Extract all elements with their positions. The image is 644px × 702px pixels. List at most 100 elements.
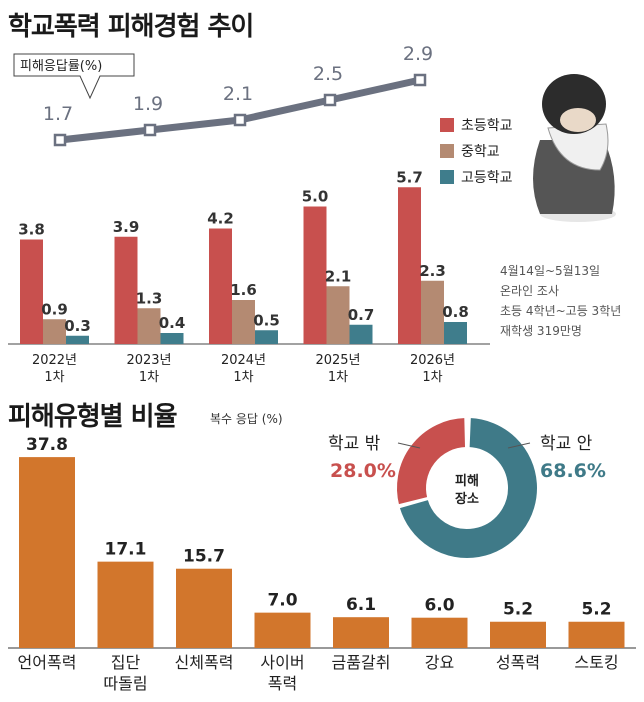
donut-leader-inside [507,442,531,449]
donut-center-label: 장소 [455,491,479,507]
trend-bar-label: 5.7 [396,168,423,186]
response-rate-label: 2.5 [313,63,343,85]
child-illustration [533,74,616,222]
trend-bar [160,333,184,344]
type-category-label: 집단 [111,653,141,672]
type-category-label: 사이버 [260,653,304,672]
trend-category-label: 2024년 [221,353,266,368]
legend-label-elementary: 초등학교 [461,118,513,134]
child-hands [560,108,596,132]
type-bar [254,612,311,648]
line-label-callout [13,53,135,100]
trend-bar-label: 0.7 [348,306,375,324]
trend-bar [232,300,255,344]
type-category-label: 강요 [425,653,454,672]
type-category-label: 따돌림 [103,674,147,693]
trend-bar [398,187,421,344]
type-category-label: 언어폭력 [18,653,77,672]
donut-slice-outside [395,415,468,507]
trend-category-label: 2022년 [32,353,77,368]
response-rate-point [323,93,337,107]
trend-bar [20,239,43,344]
type-bar [19,457,75,648]
type-bar-label: 7.0 [267,591,297,611]
type-bar-label: 6.1 [346,595,376,615]
survey-note: 4월14일~5월13일 온라인 조사 초등 4학년~고등 3학년 재학생 319… [500,261,621,341]
trend-category-label: 1차 [233,370,253,385]
trend-bar-label: 1.3 [136,289,163,307]
type-bar [97,561,154,648]
trend-bar [444,322,467,344]
response-rate-point [413,73,427,87]
line-label: 피해응답률(%) [20,59,102,74]
trend-category-label: 2023년 [126,353,171,368]
trend-category-label: 1차 [422,370,442,385]
trend-bar [66,335,89,344]
response-rate-label: 2.1 [223,83,253,105]
type-bar [333,617,389,648]
trend-bar-label: 0.8 [442,303,469,321]
donut-value-inside: 68.6% [540,460,606,482]
donut-value-outside: 28.0% [330,460,396,482]
type-bar-label: 17.1 [105,540,147,560]
donut-label-inside: 학교 안 [540,434,593,454]
trend-bar [137,308,161,344]
trend-bar [43,319,66,344]
type-bar-label: 6.0 [424,596,454,616]
donut-center-label: 피해 [455,473,479,489]
legend-swatch-elementary [440,118,454,132]
legend-swatch-middle [440,144,454,158]
legend-item-middle: 중학교 [440,138,513,164]
legend-item-high: 고등학교 [440,164,513,190]
legend-label-high: 고등학교 [461,170,513,186]
trend-category-label: 2026년 [410,353,455,368]
type-category-label: 금품갈취 [332,653,391,672]
trend-bar-label: 0.4 [159,314,186,332]
trend-chart: 3.8 0.90.3 2022년 1차 3.9 1.3 0.4 2023년 1차 4.2 1.6 0.… [8,43,616,385]
trend-bar-label: 2.1 [325,267,352,285]
legend-swatch-high [440,170,454,184]
trend-bar-label: 0.3 [64,317,91,335]
trend-category-label: 1차 [139,370,159,385]
trend-bar [349,324,373,344]
response-rate-point [53,133,67,147]
trend-category-label: 2025년 [315,353,360,368]
legend-label-middle: 중학교 [461,144,500,160]
type-bar-label: 5.2 [503,600,533,620]
trend-bar [303,206,327,344]
donut-slice-inside [397,416,539,560]
type-bar [568,621,625,648]
trend-bar [209,228,232,344]
type-bar-label: 5.2 [581,600,611,620]
trend-bar-label: 0.5 [253,311,280,329]
type-bar [490,621,546,648]
donut-leader-outside [397,442,421,449]
type-bar [176,568,232,648]
response-rate-label: 1.7 [43,103,73,125]
type-category-label: 스토킹 [574,653,618,672]
trend-bar-label: 3.9 [113,218,140,236]
trend-bar-label: 1.6 [230,281,257,299]
trend-bar [421,280,444,344]
trend-legend: 초등학교 중학교 고등학교 [440,112,513,190]
type-bar [411,617,468,648]
trend-bar-label: 2.3 [419,262,446,280]
survey-note-method: 온라인 조사 [500,284,560,298]
survey-note-period: 4월14일~5월13일 [500,264,601,278]
types-subtitle: 복수 응답 (%) [210,412,283,426]
survey-note-count: 재학생 319만명 [500,324,582,338]
trend-bar-label: 0.9 [41,300,68,318]
response-rate-point [233,113,247,127]
type-category-label: 신체폭력 [175,653,234,672]
donut-label-outside: 학교 밖 [328,434,381,454]
type-category-label: 폭력 [268,674,297,693]
survey-note-target: 초등 4학년~고등 3학년 [500,304,622,318]
trend-bar-label: 5.0 [302,188,329,206]
trend-bar [114,236,138,344]
response-rate-point [143,123,157,137]
trend-title: 학교폭력 피해경험 추이 [8,12,254,42]
type-bar-label: 37.8 [26,435,68,455]
trend-bar-label: 3.8 [18,221,45,239]
trend-category-label: 1차 [328,370,348,385]
